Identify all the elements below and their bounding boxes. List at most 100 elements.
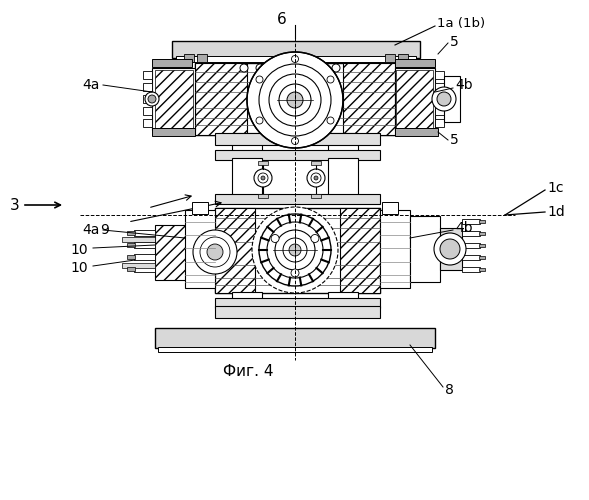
Bar — [134, 254, 155, 260]
Circle shape — [437, 92, 451, 106]
Bar — [328, 158, 358, 200]
Text: 5: 5 — [450, 35, 459, 49]
Bar — [122, 263, 155, 268]
Text: Фиг. 4: Фиг. 4 — [223, 364, 273, 380]
Bar — [479, 256, 485, 259]
Circle shape — [267, 222, 323, 278]
Circle shape — [258, 173, 268, 183]
Bar — [184, 54, 194, 62]
Bar — [127, 231, 135, 235]
Bar — [215, 306, 380, 318]
Bar — [143, 107, 152, 115]
Text: 6: 6 — [277, 12, 287, 28]
Bar — [122, 237, 155, 242]
Circle shape — [148, 95, 156, 103]
Bar — [195, 63, 395, 135]
Bar — [155, 70, 193, 128]
Bar — [385, 54, 395, 62]
Bar — [395, 128, 438, 136]
Bar — [127, 243, 135, 247]
Bar — [172, 41, 420, 58]
Circle shape — [279, 84, 311, 116]
Bar — [311, 161, 321, 165]
Circle shape — [283, 238, 307, 262]
Bar — [143, 119, 152, 127]
Bar — [143, 71, 152, 79]
Bar — [127, 267, 135, 271]
Bar — [398, 54, 408, 62]
Bar — [152, 68, 195, 130]
Bar — [395, 68, 435, 130]
Bar — [258, 161, 268, 165]
Bar — [215, 194, 380, 204]
Bar — [195, 63, 247, 135]
Bar — [444, 76, 460, 122]
Bar — [176, 56, 416, 62]
Bar — [340, 208, 380, 293]
Bar — [143, 83, 152, 91]
Text: 9: 9 — [101, 223, 110, 237]
Bar — [435, 71, 444, 79]
Bar — [192, 202, 208, 214]
Circle shape — [440, 239, 460, 259]
Circle shape — [256, 117, 263, 124]
Circle shape — [327, 117, 334, 124]
Circle shape — [311, 173, 321, 183]
Bar — [396, 70, 433, 128]
Circle shape — [193, 230, 237, 274]
Circle shape — [200, 237, 230, 267]
Text: 4b: 4b — [455, 78, 472, 92]
Circle shape — [256, 76, 263, 83]
Bar — [382, 202, 398, 214]
Circle shape — [275, 230, 315, 270]
Bar — [232, 158, 262, 200]
Bar — [185, 210, 215, 288]
Circle shape — [271, 234, 279, 242]
Circle shape — [145, 92, 159, 106]
Circle shape — [256, 64, 264, 72]
Bar — [440, 228, 462, 270]
Bar — [343, 63, 395, 135]
Bar — [435, 119, 444, 127]
Circle shape — [311, 234, 319, 242]
Circle shape — [261, 176, 265, 180]
Text: 1d: 1d — [547, 205, 565, 219]
Circle shape — [314, 176, 318, 180]
Bar — [328, 292, 358, 304]
Bar — [410, 216, 440, 282]
Bar — [158, 347, 432, 352]
Bar — [134, 266, 155, 272]
Text: 1a (1b): 1a (1b) — [437, 16, 485, 30]
Circle shape — [432, 87, 456, 111]
Text: 1c: 1c — [547, 181, 564, 195]
Bar — [479, 220, 485, 223]
Bar — [215, 298, 380, 308]
Bar — [143, 95, 152, 103]
Text: 4a: 4a — [82, 78, 100, 92]
Bar — [215, 208, 380, 293]
Bar — [152, 128, 195, 136]
Text: 8: 8 — [445, 383, 454, 397]
Text: 4a: 4a — [82, 223, 100, 237]
Bar — [328, 133, 358, 155]
Circle shape — [316, 64, 324, 72]
Bar — [435, 95, 444, 103]
Circle shape — [291, 269, 299, 277]
Bar — [215, 133, 380, 145]
Circle shape — [289, 244, 301, 256]
Circle shape — [207, 244, 223, 260]
Circle shape — [240, 64, 248, 72]
Text: 10: 10 — [70, 243, 88, 257]
Bar — [479, 244, 485, 247]
Circle shape — [259, 214, 331, 286]
Bar — [232, 133, 262, 155]
Bar — [462, 267, 480, 272]
Bar — [462, 219, 480, 224]
Bar — [232, 292, 262, 304]
Bar — [479, 232, 485, 235]
Circle shape — [292, 138, 299, 144]
Bar — [215, 150, 380, 160]
Bar — [380, 210, 410, 288]
Circle shape — [292, 56, 299, 62]
Circle shape — [247, 52, 343, 148]
